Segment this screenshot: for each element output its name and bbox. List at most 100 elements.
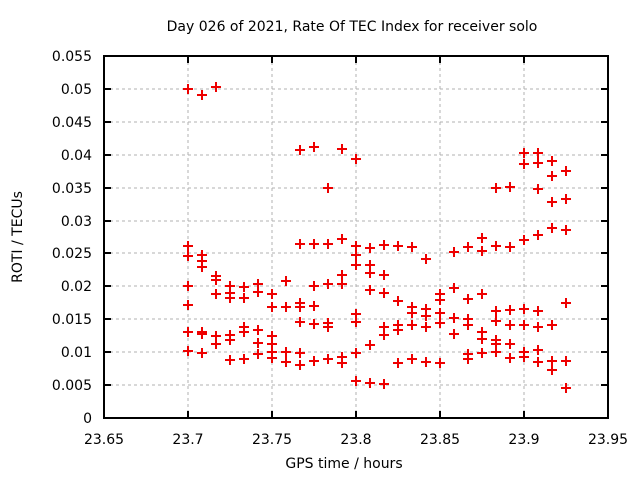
data-point-marker [379,379,389,389]
y-tick-label: 0.05 [61,82,92,98]
data-point-marker [547,223,557,233]
data-point-marker [435,318,445,328]
data-point-marker [533,158,543,168]
data-point-marker [337,270,347,280]
data-point-marker [519,235,529,245]
data-point-marker [309,301,319,311]
data-point-marker [281,357,291,367]
data-point-marker [561,298,571,308]
x-axis-label: GPS time / hours [285,456,402,472]
data-point-marker [295,360,305,370]
data-point-marker [365,378,375,388]
data-point-marker [491,347,501,357]
y-tick-label: 0.045 [52,115,92,131]
data-point-marker [351,260,361,270]
data-point-marker [253,338,263,348]
data-point-marker [351,317,361,327]
data-point-marker [309,239,319,249]
data-point-marker [211,275,221,285]
data-point-marker [239,282,249,292]
data-point-marker [309,356,319,366]
data-point-marker [365,268,375,278]
data-point-marker [561,194,571,204]
y-tick-label: 0.015 [52,312,92,328]
y-axis-label: ROTI / TECUs [10,191,26,283]
chart-title: Day 026 of 2021, Rate Of TEC Index for r… [167,19,538,35]
data-point-marker [533,322,543,332]
data-point-marker [197,90,207,100]
data-point-marker [519,148,529,158]
data-point-marker [183,251,193,261]
data-point-marker [547,365,557,375]
x-tick-label: 23.8 [340,432,371,448]
data-point-marker [449,283,459,293]
data-point-marker [351,154,361,164]
data-point-marker [281,347,291,357]
data-point-marker [323,239,333,249]
data-point-marker [505,182,515,192]
data-point-marker [477,246,487,256]
data-point-marker [323,322,333,332]
data-point-marker [533,230,543,240]
y-tick-label: 0.04 [61,148,92,164]
data-point-marker [337,234,347,244]
data-point-marker [505,339,515,349]
data-point-marker [533,184,543,194]
data-point-marker [561,356,571,366]
data-point-marker [519,304,529,314]
data-point-marker [239,327,249,337]
data-point-marker [449,329,459,339]
data-point-marker [491,241,501,251]
data-point-marker [407,308,417,318]
data-point-marker [337,279,347,289]
data-point-marker [491,183,501,193]
data-point-marker [435,358,445,368]
data-point-marker [463,242,473,252]
data-point-marker [253,349,263,359]
data-point-marker [477,348,487,358]
data-point-marker [533,148,543,158]
data-point-marker [463,294,473,304]
data-point-marker [519,352,529,362]
data-point-marker [225,355,235,365]
data-point-marker [561,225,571,235]
data-point-marker [183,346,193,356]
data-point-marker [225,335,235,345]
data-point-marker [295,302,305,312]
data-point-marker [183,327,193,337]
data-point-marker [365,285,375,295]
data-point-marker [393,241,403,251]
data-point-marker [309,281,319,291]
data-point-marker [449,313,459,323]
plot-border [103,55,609,419]
data-point-marker [491,306,501,316]
data-points-layer [183,82,571,393]
data-point-marker [435,295,445,305]
data-point-marker [561,166,571,176]
data-point-marker [351,241,361,251]
data-point-marker [533,357,543,367]
data-point-marker [183,281,193,291]
data-point-marker [435,308,445,318]
data-point-marker [239,354,249,364]
data-point-marker [225,293,235,303]
data-point-marker [211,289,221,299]
x-tick-label: 23.7 [172,432,203,448]
y-tick-label: 0.035 [52,181,92,197]
data-point-marker [421,254,431,264]
data-point-marker [197,329,207,339]
data-point-marker [547,356,557,366]
data-point-marker [533,306,543,316]
tick-label-layer: 23.65 23.7 23.75 23.8 23.85 23.9 23.95 0 0.005 0.… [52,49,628,448]
data-point-marker [379,240,389,250]
data-point-marker [547,156,557,166]
data-point-marker [505,353,515,363]
data-point-marker [183,84,193,94]
y-tick-label: 0.02 [61,279,92,295]
data-point-marker [561,383,571,393]
data-point-marker [477,334,487,344]
data-point-marker [393,358,403,368]
data-point-marker [365,243,375,253]
data-point-marker [309,142,319,152]
